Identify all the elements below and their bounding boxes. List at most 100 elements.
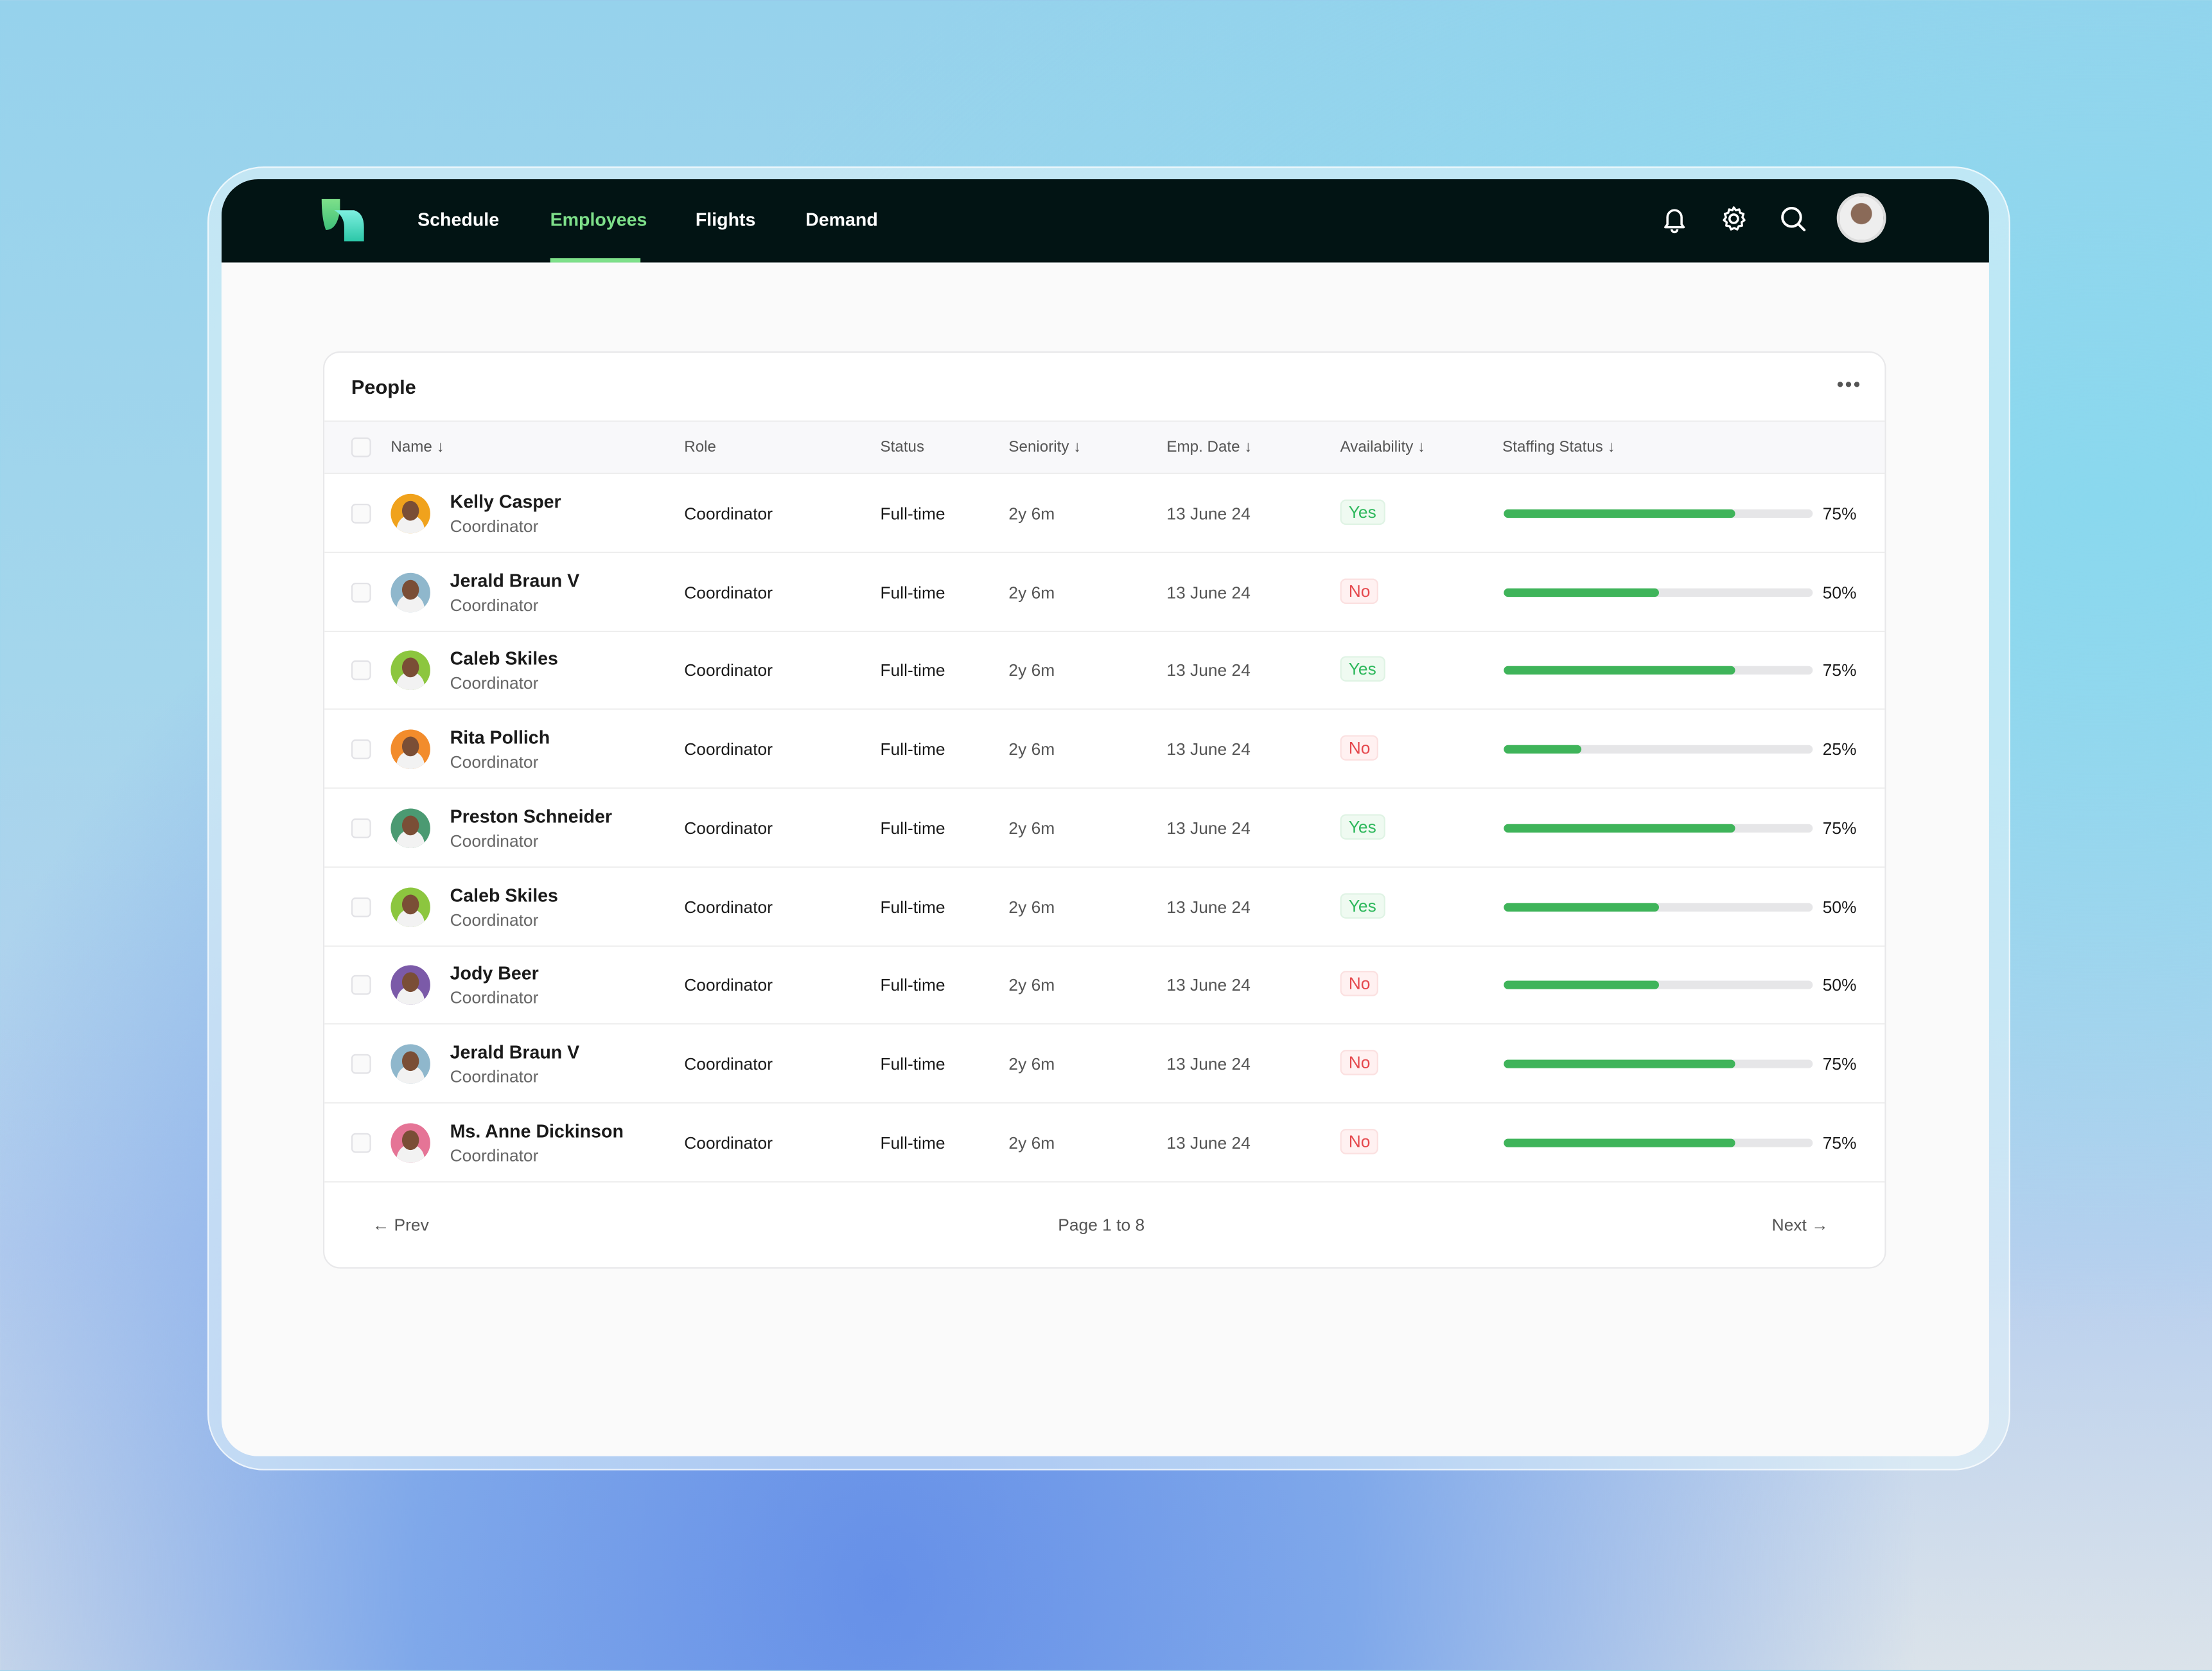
search-icon[interactable] — [1777, 203, 1808, 234]
avatar — [391, 651, 430, 691]
row-checkbox[interactable] — [351, 739, 371, 759]
role-cell: Coordinator — [684, 1054, 773, 1074]
employee-subtitle: Coordinator — [450, 1066, 539, 1086]
status-cell: Full-time — [880, 1132, 945, 1153]
row-checkbox[interactable] — [351, 1132, 371, 1153]
table-row[interactable]: Rita Pollich Coordinator Coordinator Ful… — [324, 710, 1885, 789]
nav-employees[interactable]: Employees — [550, 209, 647, 231]
sort-arrow-icon: ↓ — [1073, 439, 1082, 456]
seniority-cell: 2y 6m — [1008, 896, 1055, 917]
nav-flights[interactable]: Flights — [695, 209, 756, 231]
table-row[interactable]: Jerald Braun V Coordinator Coordinator F… — [324, 553, 1885, 632]
more-options-icon[interactable]: ••• — [1836, 372, 1862, 395]
active-tab-indicator — [550, 258, 641, 263]
emp-date-cell: 13 June 24 — [1166, 504, 1251, 524]
col-availability[interactable]: Availability ↓ — [1340, 439, 1426, 456]
status-cell: Full-time — [880, 660, 945, 681]
employee-name: Jerald Braun V — [450, 569, 580, 591]
col-name[interactable]: Name ↓ — [391, 439, 444, 456]
emp-date-cell: 13 June 24 — [1166, 1054, 1251, 1074]
availability-badge: Yes — [1340, 892, 1385, 918]
col-emp-date[interactable]: Emp. Date ↓ — [1166, 439, 1252, 456]
employee-name: Jerald Braun V — [450, 1041, 580, 1063]
row-checkbox[interactable] — [351, 582, 371, 603]
role-cell: Coordinator — [684, 896, 773, 917]
staffing-percent: 50% — [1822, 582, 1857, 603]
table-row[interactable]: Caleb Skiles Coordinator Coordinator Ful… — [324, 867, 1885, 946]
table-row[interactable]: Preston Schneider Coordinator Coordinato… — [324, 788, 1885, 868]
logo-icon — [321, 199, 364, 242]
role-cell: Coordinator — [684, 739, 773, 759]
staffing-progress-fill — [1504, 824, 1736, 833]
staffing-percent: 75% — [1822, 1132, 1857, 1153]
seniority-cell: 2y 6m — [1008, 1132, 1055, 1153]
status-cell: Full-time — [880, 739, 945, 759]
employee-name: Ms. Anne Dickinson — [450, 1120, 624, 1141]
employee-subtitle: Coordinator — [450, 516, 539, 536]
table-row[interactable]: Ms. Anne Dickinson Coordinator Coordinat… — [324, 1103, 1885, 1182]
employee-name: Kelly Casper — [450, 491, 561, 513]
next-button[interactable]: Next → — [1771, 1215, 1829, 1235]
emp-date-cell: 13 June 24 — [1166, 582, 1251, 603]
nav-demand[interactable]: Demand — [805, 209, 878, 231]
availability-badge: Yes — [1340, 657, 1385, 682]
employee-subtitle: Coordinator — [450, 752, 539, 772]
availability-badge: No — [1340, 578, 1379, 604]
gear-icon[interactable] — [1718, 203, 1749, 234]
staffing-progress-bar — [1504, 509, 1813, 518]
row-checkbox[interactable] — [351, 975, 371, 995]
table-row[interactable]: Kelly Casper Coordinator Coordinator Ful… — [324, 474, 1885, 553]
employee-subtitle: Coordinator — [450, 909, 539, 930]
app-window: Schedule Employees Flights Demand People… — [221, 179, 1989, 1456]
staffing-percent: 50% — [1822, 975, 1857, 995]
seniority-cell: 2y 6m — [1008, 1054, 1055, 1074]
prev-button[interactable]: ← Prev — [372, 1215, 429, 1235]
employee-subtitle: Coordinator — [450, 595, 539, 615]
seniority-cell: 2y 6m — [1008, 975, 1055, 995]
role-cell: Coordinator — [684, 582, 773, 603]
row-checkbox[interactable] — [351, 660, 371, 681]
col-staffing-status[interactable]: Staffing Status ↓ — [1502, 439, 1615, 456]
top-nav: Schedule Employees Flights Demand — [221, 179, 1989, 263]
seniority-cell: 2y 6m — [1008, 504, 1055, 524]
availability-badge: Yes — [1340, 813, 1385, 840]
avatar — [391, 1122, 430, 1162]
row-checkbox[interactable] — [351, 1054, 371, 1074]
staffing-progress-bar — [1504, 1138, 1813, 1147]
row-checkbox[interactable] — [351, 818, 371, 838]
staffing-percent: 25% — [1822, 739, 1857, 759]
availability-badge: No — [1340, 1049, 1379, 1075]
availability-badge: No — [1340, 1128, 1379, 1154]
staffing-percent: 75% — [1822, 504, 1857, 524]
seniority-cell: 2y 6m — [1008, 582, 1055, 603]
employee-subtitle: Coordinator — [450, 831, 539, 851]
table-row[interactable]: Jody Beer Coordinator Coordinator Full-t… — [324, 946, 1885, 1025]
staffing-percent: 75% — [1822, 660, 1857, 681]
table-row[interactable]: Caleb Skiles Coordinator Coordinator Ful… — [324, 632, 1885, 711]
row-checkbox[interactable] — [351, 896, 371, 917]
select-all-checkbox[interactable] — [351, 437, 371, 457]
staffing-progress-fill — [1504, 1059, 1736, 1068]
avatar — [391, 572, 430, 612]
table-header: Name ↓ Role Status Seniority ↓ Emp. Date… — [324, 420, 1885, 474]
emp-date-cell: 13 June 24 — [1166, 1132, 1251, 1153]
employee-name: Caleb Skiles — [450, 648, 558, 669]
emp-date-cell: 13 June 24 — [1166, 818, 1251, 838]
availability-badge: No — [1340, 971, 1379, 997]
user-avatar[interactable] — [1836, 193, 1886, 243]
nav-schedule[interactable]: Schedule — [417, 209, 500, 231]
emp-date-cell: 13 June 24 — [1166, 896, 1251, 917]
employee-name: Preston Schneider — [450, 805, 612, 827]
role-cell: Coordinator — [684, 818, 773, 838]
table-row[interactable]: Jerald Braun V Coordinator Coordinator F… — [324, 1024, 1885, 1104]
status-cell: Full-time — [880, 504, 945, 524]
staffing-progress-fill — [1504, 588, 1658, 597]
role-cell: Coordinator — [684, 975, 773, 995]
col-status: Status — [880, 439, 925, 456]
staffing-progress-bar — [1504, 824, 1813, 833]
availability-badge: Yes — [1340, 499, 1385, 526]
bell-icon[interactable] — [1659, 203, 1690, 234]
row-checkbox[interactable] — [351, 504, 371, 524]
col-seniority[interactable]: Seniority ↓ — [1008, 439, 1082, 456]
arrow-right-icon: → — [1811, 1215, 1829, 1235]
